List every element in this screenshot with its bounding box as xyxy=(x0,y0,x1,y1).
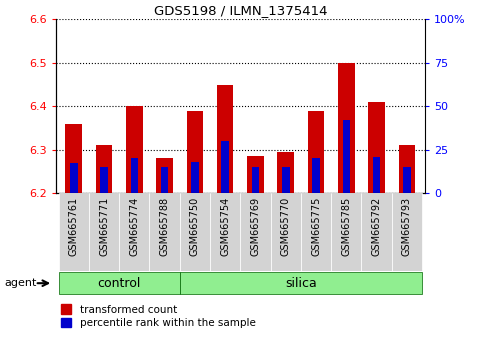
Text: control: control xyxy=(98,277,141,290)
Bar xyxy=(403,167,411,193)
Text: GSM665771: GSM665771 xyxy=(99,197,109,256)
Bar xyxy=(392,193,422,271)
Bar xyxy=(65,124,82,193)
Title: GDS5198 / ILMN_1375414: GDS5198 / ILMN_1375414 xyxy=(154,4,327,17)
Bar xyxy=(191,162,199,193)
Bar xyxy=(373,156,381,193)
Text: GSM665788: GSM665788 xyxy=(159,197,170,256)
Bar xyxy=(119,193,149,271)
Bar xyxy=(70,164,77,193)
Bar xyxy=(210,193,241,271)
Text: GSM665785: GSM665785 xyxy=(341,197,351,256)
Bar xyxy=(368,102,385,193)
Text: GSM665793: GSM665793 xyxy=(402,197,412,256)
Bar xyxy=(331,193,361,271)
Text: GSM665750: GSM665750 xyxy=(190,197,200,256)
Bar xyxy=(186,110,203,193)
Bar xyxy=(58,193,89,271)
Bar xyxy=(312,158,320,193)
Bar xyxy=(301,193,331,271)
Bar xyxy=(156,158,173,193)
Bar xyxy=(361,193,392,271)
Bar xyxy=(100,167,108,193)
Bar xyxy=(252,167,259,193)
Bar xyxy=(338,63,355,193)
Bar xyxy=(180,193,210,271)
Bar xyxy=(89,193,119,271)
Bar xyxy=(308,110,325,193)
Bar xyxy=(149,193,180,271)
Bar xyxy=(241,193,270,271)
Text: GSM665769: GSM665769 xyxy=(251,197,260,256)
Text: GSM665774: GSM665774 xyxy=(129,197,139,256)
Bar xyxy=(342,120,350,193)
Bar xyxy=(130,158,138,193)
Bar xyxy=(282,167,289,193)
Bar xyxy=(398,145,415,193)
Legend: transformed count, percentile rank within the sample: transformed count, percentile rank withi… xyxy=(61,304,256,328)
Bar xyxy=(161,167,169,193)
Bar xyxy=(58,272,180,295)
Bar xyxy=(221,141,229,193)
Text: GSM665792: GSM665792 xyxy=(371,197,382,256)
Bar xyxy=(277,152,294,193)
Bar xyxy=(247,156,264,193)
Text: silica: silica xyxy=(285,277,317,290)
Bar xyxy=(217,85,233,193)
Text: GSM665775: GSM665775 xyxy=(311,197,321,256)
Bar xyxy=(180,272,422,295)
Text: GSM665761: GSM665761 xyxy=(69,197,79,256)
Text: GSM665770: GSM665770 xyxy=(281,197,291,256)
Bar xyxy=(270,193,301,271)
Text: GSM665754: GSM665754 xyxy=(220,197,230,256)
Bar xyxy=(126,106,142,193)
Text: agent: agent xyxy=(5,278,37,288)
Bar xyxy=(96,145,113,193)
